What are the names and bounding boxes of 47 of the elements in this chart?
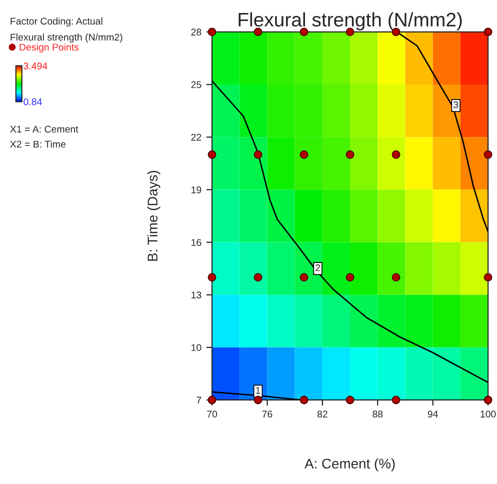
point (484, 28, 492, 36)
point (392, 396, 400, 404)
text: X1 = A: Cement (10, 126, 78, 133)
line-series (212, 80, 488, 384)
x-axis-title: A: Cement (%) (304, 458, 395, 472)
point (392, 273, 400, 282)
point (300, 150, 308, 159)
point (254, 273, 262, 282)
point (484, 150, 492, 159)
point (346, 273, 354, 282)
y-tick-label: 13 (192, 292, 202, 298)
y-tick-label: 16 (192, 238, 202, 246)
color-bar-title: Flexural strength (N/mm2) (10, 33, 122, 43)
y-tick-label: 25 (191, 81, 202, 88)
point (346, 150, 354, 159)
annotation: 1 (256, 387, 260, 394)
annotation: 2 (316, 264, 320, 272)
x-tick-label: 82 (317, 410, 328, 418)
text: X2 = B: Time (10, 140, 66, 148)
y-tick-label: 19 (192, 186, 202, 194)
y-tick-label: 10 (192, 344, 202, 352)
point (484, 273, 492, 282)
x-tick-label: 70 (207, 410, 218, 418)
point (392, 150, 400, 159)
x-tick-label: 76 (262, 410, 272, 418)
x-tick-label: 94 (428, 410, 438, 418)
point (208, 150, 216, 159)
y-tick-label: 7 (196, 396, 202, 404)
chart-title: Flexural strength (N/mm2) (238, 12, 462, 30)
point (208, 273, 216, 282)
color-bar-label: 3.494 (24, 62, 48, 70)
y-axis-title: B: Time (Days) (147, 170, 160, 261)
point (254, 28, 262, 36)
point (300, 396, 308, 404)
point (254, 396, 262, 404)
point (300, 28, 308, 36)
text: Factor Coding: Actual (10, 17, 102, 27)
point (300, 273, 308, 282)
y-tick-label: 28 (191, 28, 202, 36)
x-tick-label: 88 (372, 410, 383, 418)
point (346, 396, 354, 404)
x-tick-label: 100 (480, 410, 496, 418)
annotation: 3 (454, 101, 458, 108)
color-bar-label: 0.84 (24, 98, 42, 106)
y-tick-label: 22 (191, 134, 202, 141)
legend-label: Design Points (20, 43, 79, 53)
point (254, 150, 262, 159)
